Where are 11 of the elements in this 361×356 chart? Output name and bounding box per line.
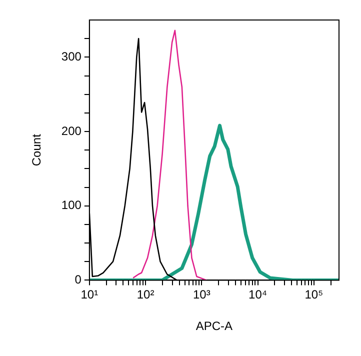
y-axis-title: Count — [30, 133, 44, 166]
x-tick-label: 10⁵ — [304, 288, 324, 302]
x-tick-label: 10³ — [192, 288, 210, 302]
y-tick-label: 100 — [61, 198, 82, 212]
y-tick-label: 200 — [61, 124, 82, 138]
x-axis-title: APC-A — [196, 319, 233, 334]
x-tick-label: 10¹ — [80, 288, 98, 302]
y-tick-label: 300 — [61, 49, 82, 64]
x-tick-label: 10⁴ — [248, 288, 268, 302]
y-tick-label: 0 — [74, 272, 82, 287]
x-tick-label: 10² — [136, 288, 154, 302]
